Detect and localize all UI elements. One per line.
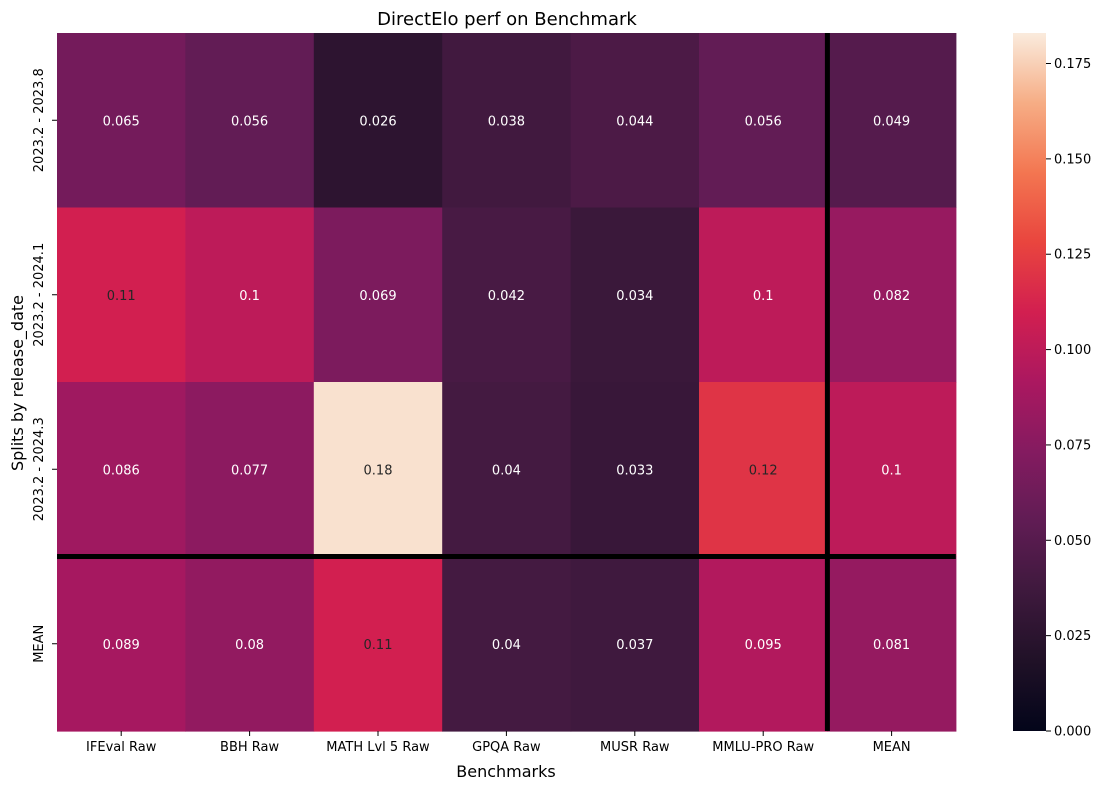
cell-value-label: 0.086 [103, 463, 140, 478]
cell-value-label: 0.033 [616, 463, 653, 478]
heatmap-cell [185, 33, 315, 209]
chart-title: DirectElo perf on Benchmark [377, 9, 637, 30]
heatmap-cell [699, 33, 828, 209]
heatmap-cell [57, 556, 186, 732]
heatmap-cell [57, 207, 186, 383]
cell-value-label: 0.026 [359, 114, 396, 129]
cell-value-label: 0.037 [616, 638, 653, 653]
colorbar-tick-label: 0.100 [1054, 343, 1091, 358]
cell-value-label: 0.082 [873, 289, 910, 304]
heatmap-cell [185, 207, 315, 383]
heatmap-cell [699, 382, 828, 558]
heatmap-cell [313, 556, 443, 732]
cell-value-label: 0.042 [488, 289, 525, 304]
x-axis-label: Benchmarks [456, 762, 555, 781]
colorbar-tick-label: 0.025 [1054, 629, 1091, 644]
cell-value-label: 0.18 [364, 463, 393, 478]
heatmap-cell [570, 33, 700, 209]
cell-value-label: 0.056 [231, 114, 268, 129]
heatmap-cell [570, 382, 700, 558]
cell-value-label: 0.089 [103, 638, 140, 653]
colorbar-gradient [1013, 33, 1046, 731]
y-tick-label: 2023.2 - 2024.3 [32, 417, 47, 521]
colorbar-tick-label: 0.000 [1054, 725, 1091, 740]
cell-value-label: 0.12 [749, 463, 778, 478]
heatmap-cell [699, 556, 828, 732]
y-axis-label: Splits by release_date [8, 295, 28, 471]
heatmap-cell-labels: 0.065 0.056 0.026 0.038 0.044 0.056 0.049 0.11 0… [103, 114, 911, 653]
x-tick-label: MEAN [873, 740, 911, 755]
cell-value-label: 0.1 [239, 289, 260, 304]
mean-separators [57, 33, 956, 731]
heatmap-cell [827, 33, 957, 209]
colorbar: 0.000 0.025 0.050 0.075 0.100 0.125 0.150 0.175 [1013, 33, 1091, 740]
y-tick-label: 2023.2 - 2023.8 [32, 68, 47, 172]
cell-value-label: 0.049 [873, 114, 910, 129]
x-axis-ticks: IFEval Raw BBH Raw MATH Lvl 5 Raw GPQA Raw M… [86, 731, 911, 755]
cell-value-label: 0.04 [492, 638, 521, 653]
x-tick-label: MMLU-PRO Raw [712, 740, 814, 755]
heatmap-cells [57, 33, 957, 732]
heatmap-cell [185, 382, 315, 558]
heatmap-cell [827, 556, 957, 732]
cell-value-label: 0.069 [359, 289, 396, 304]
heatmap-cell [827, 382, 957, 558]
heatmap-cell [313, 207, 443, 383]
heatmap-cell [442, 33, 572, 209]
cell-value-label: 0.04 [492, 463, 521, 478]
x-tick-label: MATH Lvl 5 Raw [326, 740, 430, 755]
cell-value-label: 0.038 [488, 114, 525, 129]
colorbar-tick-label: 0.075 [1054, 438, 1091, 453]
heatmap-cell [185, 556, 315, 732]
heatmap-cell [442, 207, 572, 383]
heatmap-cell [313, 382, 443, 558]
cell-value-label: 0.077 [231, 463, 268, 478]
heatmap-cell [57, 382, 186, 558]
heatmap-cell [442, 556, 572, 732]
cell-value-label: 0.044 [616, 114, 653, 129]
heatmap-cell [570, 207, 700, 383]
x-tick-label: BBH Raw [220, 740, 279, 755]
heatmap-cell [57, 33, 186, 209]
x-tick-label: MUSR Raw [600, 740, 670, 755]
heatmap-cell [827, 207, 957, 383]
cell-value-label: 0.081 [873, 638, 910, 653]
cell-value-label: 0.095 [745, 638, 782, 653]
cell-value-label: 0.11 [364, 638, 393, 653]
cell-value-label: 0.065 [103, 114, 140, 129]
x-tick-label: IFEval Raw [86, 740, 157, 755]
y-tick-label: MEAN [32, 625, 47, 663]
colorbar-tick-label: 0.175 [1054, 57, 1091, 72]
heatmap-cell [699, 207, 828, 383]
cell-value-label: 0.08 [235, 638, 264, 653]
x-tick-label: GPQA Raw [472, 740, 541, 755]
y-axis-ticks: 2023.2 - 2023.8 2023.2 - 2024.1 2023.2 - 2… [32, 68, 57, 663]
cell-value-label: 0.11 [107, 289, 136, 304]
y-tick-label: 2023.2 - 2024.1 [32, 243, 47, 347]
colorbar-tick-label: 0.150 [1054, 152, 1091, 167]
colorbar-tick-label: 0.125 [1054, 248, 1091, 263]
cell-value-label: 0.056 [745, 114, 782, 129]
cell-value-label: 0.034 [616, 289, 653, 304]
heatmap-cell [570, 556, 700, 732]
cell-value-label: 0.1 [881, 463, 902, 478]
heatmap-cell [313, 33, 443, 209]
heatmap-cell [442, 382, 572, 558]
colorbar-tick-label: 0.050 [1054, 534, 1091, 549]
cell-value-label: 0.1 [753, 289, 774, 304]
